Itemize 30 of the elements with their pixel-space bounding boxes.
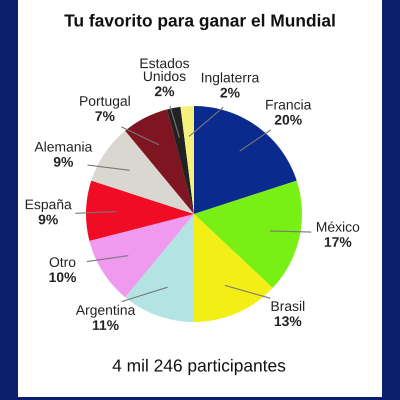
- pie-slice: [125, 109, 194, 214]
- pie-slice: [180, 106, 194, 214]
- pie-slice: [194, 180, 302, 288]
- pie-slice: [91, 130, 194, 214]
- chart-title: Tu favorito para ganar el Mundial: [64, 14, 335, 30]
- data-label: 10%: [49, 272, 76, 282]
- data-label: 2%: [154, 86, 174, 96]
- pie-slice: [86, 180, 194, 241]
- slice-label: Otro: [50, 257, 76, 268]
- slice-label: Inglaterra: [202, 72, 260, 86]
- data-label: 7%: [95, 111, 115, 121]
- data-label: 17%: [324, 237, 352, 247]
- slice-label: Brasil: [272, 300, 304, 312]
- slice-label: Estados Unidos: [140, 58, 190, 82]
- slice-label: España: [26, 199, 72, 212]
- pie-slice: [167, 106, 194, 214]
- data-label: 20%: [274, 114, 302, 125]
- data-label: 13%: [274, 316, 302, 326]
- data-label: 2%: [220, 88, 240, 98]
- slice-label: México: [316, 221, 360, 232]
- data-label: 9%: [54, 156, 74, 167]
- slice-label: Argentina: [76, 304, 136, 318]
- slice-label: Francia: [266, 99, 312, 110]
- slice-label: Portugal: [80, 96, 130, 109]
- data-label: 11%: [92, 320, 119, 330]
- pie-slice: [194, 214, 273, 322]
- text: 4 mil 246 participantes: [112, 358, 286, 376]
- data-label: 9%: [38, 214, 58, 224]
- pie-slice: [89, 214, 194, 298]
- slice-label: Alemania: [34, 141, 92, 152]
